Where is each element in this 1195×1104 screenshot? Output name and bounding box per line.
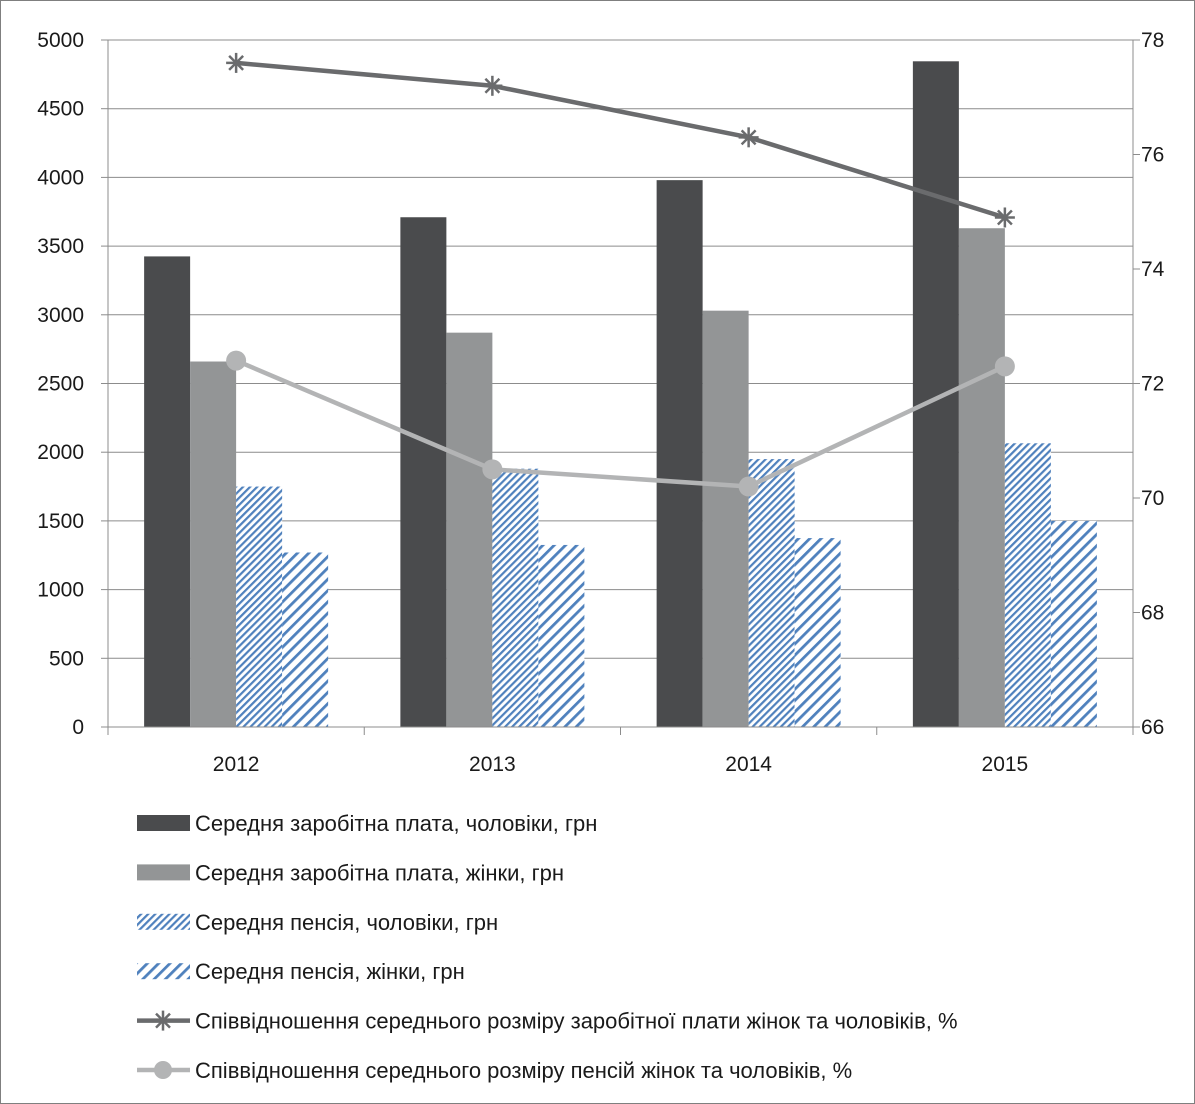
- y-left-tick-label: 3500: [37, 235, 84, 258]
- x-tick-label: 2013: [469, 753, 516, 776]
- bar-2012-series-4: [282, 552, 329, 727]
- star-marker-2015: [993, 206, 1017, 229]
- bar-2012-series-3: [236, 486, 283, 727]
- tick-labels: 0 500 1000 1500 2000 2500 3000 3500 4000 4500 5000…: [37, 29, 1164, 776]
- legend-swatch: [137, 815, 190, 831]
- bars: [144, 61, 1097, 728]
- bar-2014-series-2: [702, 310, 749, 727]
- bar-2013-series-2: [446, 332, 493, 727]
- x-tick-label: 2012: [213, 753, 260, 776]
- y-right-tick-label: 74: [1141, 258, 1165, 281]
- star-marker-2013: [481, 74, 504, 98]
- y-left-tick-label: 1500: [37, 510, 84, 533]
- y-left-tick-label: 4500: [37, 98, 84, 121]
- circle-marker-2014: [738, 476, 759, 497]
- y-left-tick-label: 4000: [37, 166, 84, 189]
- bar-2013-series-3: [492, 468, 539, 727]
- legend-item: Співвідношення середнього розміру заробі…: [137, 1009, 958, 1034]
- circle-marker-2012: [226, 350, 247, 371]
- y-right-tick-label: 70: [1141, 487, 1164, 510]
- legend-swatch: [137, 963, 190, 980]
- legend-item: Середня пенсія, чоловіки, грн: [137, 910, 498, 935]
- line-series-2: [235, 358, 1006, 489]
- star-marker-2014: [737, 126, 760, 149]
- star-marker-2012: [224, 51, 248, 75]
- bar-2015-series-2: [958, 228, 1005, 727]
- bar-2013-series-1: [400, 217, 447, 727]
- y-right-tick-label: 72: [1141, 373, 1164, 396]
- x-tick-label: 2015: [982, 753, 1029, 776]
- legend-circle-marker: [154, 1061, 172, 1079]
- y-left-tick-label: 5000: [37, 29, 84, 52]
- legend-label: Співвідношення середнього розміру пенсій…: [195, 1058, 852, 1083]
- circle-marker-2013: [482, 459, 503, 480]
- bar-2012-series-1: [144, 256, 191, 727]
- y-right-tick-label: 68: [1141, 602, 1164, 625]
- bar-2012-series-2: [190, 361, 237, 727]
- legend-label: Середня заробітна плата, чоловіки, грн: [195, 811, 597, 836]
- x-tick-label: 2014: [725, 753, 772, 776]
- legend-label: Співвідношення середнього розміру заробі…: [195, 1009, 958, 1034]
- y-right-tick-label: 66: [1141, 716, 1164, 739]
- y-right-tick-label: 76: [1141, 144, 1164, 167]
- bar-2014-series-4: [794, 538, 841, 727]
- y-left-tick-label: 0: [72, 716, 84, 739]
- bar-2013-series-4: [538, 544, 585, 727]
- legend-label: Середня пенсія, чоловіки, грн: [195, 910, 498, 935]
- bar-2015-series-4: [1050, 520, 1097, 727]
- bar-2015-series-3: [1004, 443, 1051, 727]
- legend-swatch: [137, 913, 190, 930]
- y-left-tick-label: 500: [49, 647, 84, 670]
- circle-marker-2015: [994, 356, 1015, 377]
- legend-item: Середня заробітна плата, чоловіки, грн: [137, 811, 597, 836]
- line-series-1: [235, 60, 1006, 220]
- bar-2015-series-1: [912, 61, 959, 728]
- legend: Середня заробітна плата, чоловіки, грн Се…: [137, 811, 958, 1083]
- y-left-tick-label: 1000: [37, 579, 84, 602]
- legend-item: Середня пенсія, жінки, грн: [137, 959, 465, 984]
- legend-item: Середня заробітна плата, жінки, грн: [137, 860, 564, 885]
- legend-star-marker: [151, 1009, 175, 1032]
- y-right-tick-label: 78: [1141, 29, 1164, 52]
- legend-swatch: [137, 864, 190, 881]
- legend-label: Середня заробітна плата, жінки, грн: [195, 860, 564, 885]
- y-left-tick-label: 2000: [37, 441, 84, 464]
- bar-2014-series-1: [656, 180, 703, 727]
- bar-2014-series-3: [748, 459, 795, 727]
- series-lines: [224, 51, 1017, 497]
- axes: [101, 39, 1140, 735]
- legend-item: Співвідношення середнього розміру пенсій…: [137, 1058, 852, 1083]
- legend-label: Середня пенсія, жінки, грн: [195, 959, 465, 984]
- y-left-tick-label: 2500: [37, 373, 84, 396]
- y-left-tick-label: 3000: [37, 304, 84, 327]
